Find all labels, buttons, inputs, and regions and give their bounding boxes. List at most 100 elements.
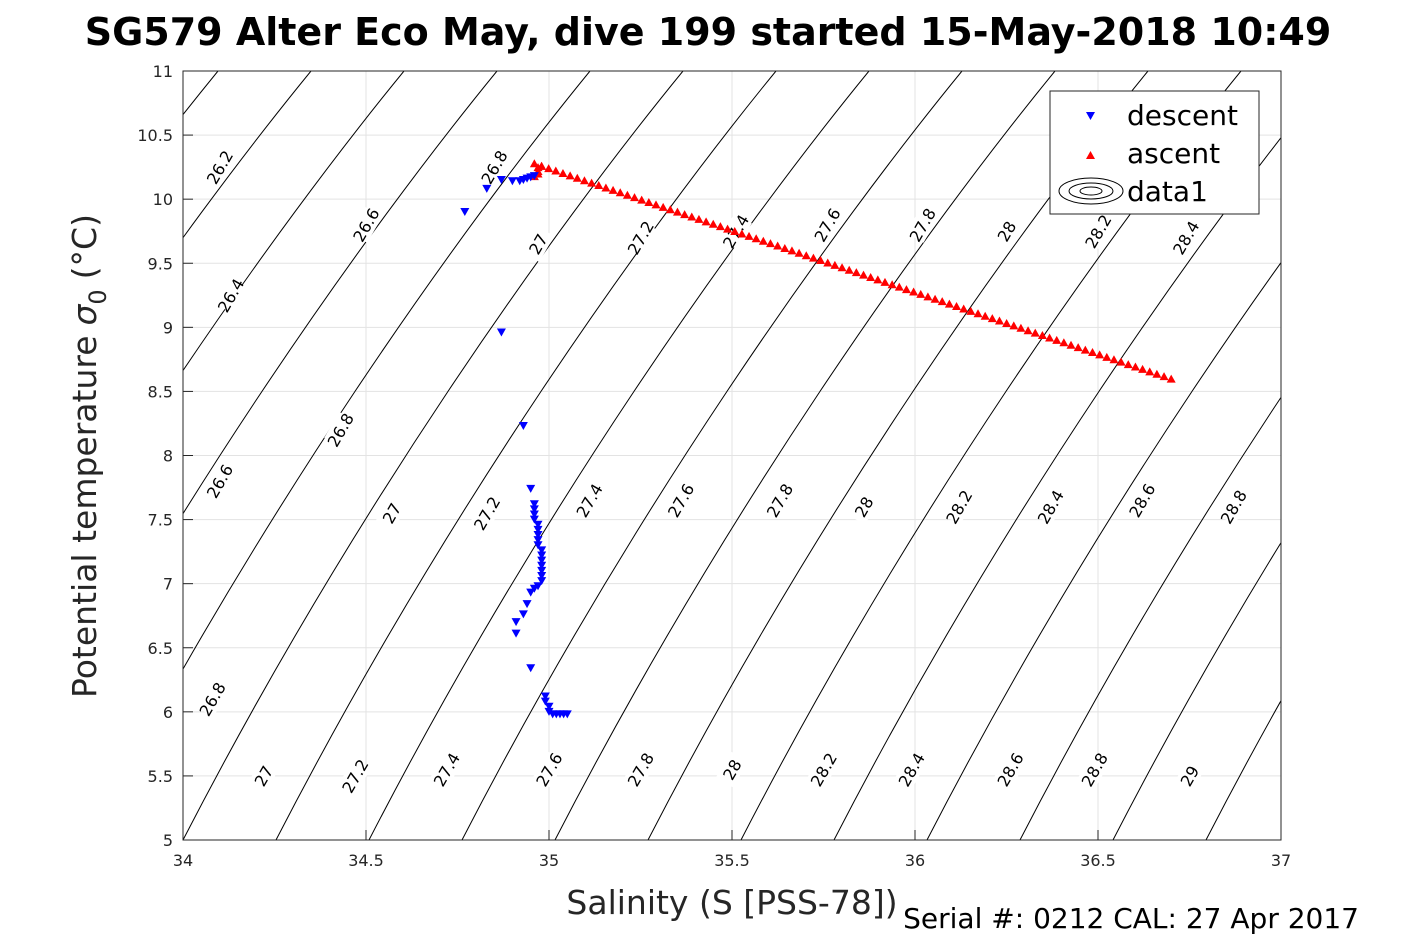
legend-data1-label: data1 (1127, 175, 1208, 208)
contour-label-bg (763, 482, 796, 519)
descent-point (537, 546, 547, 555)
contour-label-bg (895, 751, 928, 788)
ascent-point (572, 173, 582, 182)
y-tick-label: 5.5 (148, 767, 173, 786)
y-axis-label-sigma: σ (65, 304, 104, 326)
isopycnal-line (183, 71, 591, 671)
isopycnal-line (554, 71, 1056, 840)
descent-point (529, 505, 539, 514)
ascent-point (944, 299, 954, 308)
ascent-point (1052, 335, 1062, 344)
ascent-point (558, 168, 568, 177)
y-tick-label: 11 (153, 62, 173, 81)
y-tick-label: 8.5 (148, 382, 173, 401)
isopycnal-line (926, 261, 1281, 840)
descent-point (529, 500, 539, 509)
contour-label-bg (349, 206, 383, 243)
ascent-point (808, 253, 818, 262)
legend-descent-label: descent (1127, 99, 1238, 132)
contour-label-bg (990, 213, 1023, 250)
ascent-point (723, 224, 733, 233)
ascent-point (1002, 318, 1012, 327)
descent-series (460, 172, 572, 719)
ascent-point (916, 289, 926, 298)
descent-point (460, 207, 470, 216)
ascent-point (1152, 369, 1162, 378)
contour-label-bg (624, 751, 657, 788)
contour-label-bg (1173, 757, 1206, 794)
ascent-point (937, 297, 947, 306)
ascent-point (894, 282, 904, 291)
ascent-point (1130, 362, 1140, 371)
descent-point (496, 175, 506, 184)
contour-label-bg (196, 681, 229, 718)
ascent-point (601, 183, 611, 192)
y-axis-label-subscript: 0 (84, 289, 112, 304)
descent-point (526, 588, 536, 597)
ascent-point (887, 280, 897, 289)
x-axis-label: Salinity (S [PSS-78]) (566, 883, 897, 922)
ascent-point (794, 248, 804, 257)
y-tick-label: 10 (153, 190, 173, 209)
contour-label-bg (214, 277, 247, 314)
isopycnal-line (183, 71, 312, 239)
ascent-point (615, 188, 625, 197)
ascent-point (758, 236, 768, 245)
y-axis-label-unit: (°C) (65, 214, 104, 279)
contour-label-bg (942, 488, 976, 525)
contour-label-bg (847, 488, 880, 525)
isopycnal-line (0, 71, 32, 840)
ascent-point (980, 311, 990, 320)
y-tick-label: 6 (163, 703, 173, 722)
x-tick-label: 36.5 (1080, 851, 1116, 870)
x-tick-label: 34 (173, 851, 193, 870)
isopycnal-line (275, 71, 777, 840)
ascent-point (973, 309, 983, 318)
y-axis-ticks: 5 5.5 6 6.5 7 7.5 8 8.5 9 9.5 10 10.5 11 (137, 62, 193, 850)
contour-label-bg (203, 149, 236, 186)
contour-label-bg (324, 411, 357, 448)
ascent-point (923, 292, 933, 301)
ascent-point (708, 219, 718, 228)
ascent-point (751, 234, 761, 243)
descent-point (526, 484, 536, 493)
ascent-point (780, 243, 790, 252)
ascent-point (587, 178, 597, 187)
contour-label-bg (1034, 488, 1067, 525)
ascent-point (551, 166, 561, 175)
ascent-point (687, 212, 697, 221)
contour-label-bg (477, 149, 511, 186)
isopycnal-line (833, 136, 1281, 840)
contour-label-bg (1125, 482, 1159, 519)
ascent-point (1116, 357, 1126, 366)
y-axis-label-main: Potential temperature (65, 336, 104, 698)
descent-point (482, 184, 492, 193)
legend-box (1049, 90, 1260, 215)
ascent-point (823, 258, 833, 267)
contour-label-bg (1217, 488, 1250, 525)
isopycnal-line (1019, 396, 1281, 840)
legend-descent-marker (1086, 112, 1095, 120)
descent-point (537, 561, 547, 570)
ascent-point (529, 159, 539, 168)
legend-ascent-label: ascent (1127, 137, 1220, 170)
descent-point (529, 515, 539, 524)
legend-ascent-marker (1086, 151, 1095, 159)
y-tick-label: 7 (163, 575, 173, 594)
ascent-point (952, 302, 962, 311)
contour-label-bg (430, 751, 463, 788)
ascent-point (909, 287, 919, 296)
y-axis-label: Potential temperature σ0 (°C) (65, 214, 112, 698)
descent-point (562, 710, 572, 719)
contour-label-bg (993, 751, 1027, 788)
ascent-point (565, 171, 575, 180)
x-tick-label: 36 (905, 851, 925, 870)
descent-point (529, 510, 539, 519)
serial-calibration-note: Serial #: 0212 CAL: 27 Apr 2017 (903, 902, 1359, 935)
ascent-point (1109, 355, 1119, 364)
contour-label-bg (807, 751, 840, 788)
descent-point (511, 618, 521, 627)
ascent-point (1016, 323, 1026, 332)
ascent-point (901, 285, 911, 294)
